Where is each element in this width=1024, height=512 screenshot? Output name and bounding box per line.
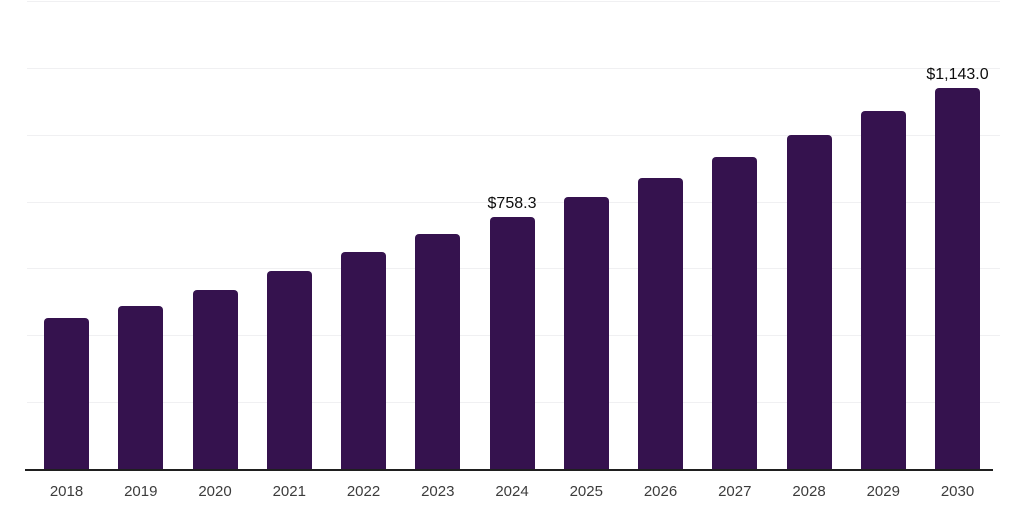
gridline xyxy=(27,1,1000,2)
bar-2020 xyxy=(192,289,238,470)
bar-2024 xyxy=(489,216,535,470)
x-tick-label: 2022 xyxy=(346,483,381,500)
x-tick-label: 2023 xyxy=(421,483,455,500)
x-axis-labels: 2018 2019 2020 2021 2022 2023 2024 2025 2026 2027… xyxy=(27,483,1000,503)
bar-2029 xyxy=(860,110,906,470)
bar-2030 xyxy=(935,87,980,470)
bar-2018 xyxy=(44,318,89,470)
bar-2022 xyxy=(341,251,386,470)
bar-2023 xyxy=(415,234,461,470)
x-tick-label: 2028 xyxy=(792,483,826,500)
x-tick-label: 2025 xyxy=(569,483,603,500)
x-tick-label: 2029 xyxy=(866,483,900,500)
x-tick-label: 2030 xyxy=(940,483,975,500)
gridline xyxy=(27,67,1000,69)
bar-2028 xyxy=(786,135,832,470)
x-tick-label: 2020 xyxy=(198,483,232,500)
bar-2021 xyxy=(266,270,312,470)
x-tick-label: 2018 xyxy=(49,483,84,500)
x-axis-line xyxy=(25,469,993,471)
bar-2019 xyxy=(118,305,164,470)
x-tick-label: 2024 xyxy=(495,483,529,500)
x-tick-label: 2019 xyxy=(124,483,158,500)
bar-2025 xyxy=(563,197,609,470)
bar-value-label: $1,143.0 xyxy=(926,65,989,83)
x-tick-label: 2026 xyxy=(643,483,678,500)
bar-2027 xyxy=(712,157,758,470)
bar-2026 xyxy=(638,177,683,470)
plot-area: $758.3 $1,143.0 xyxy=(27,1,1000,470)
x-tick-label: 2021 xyxy=(272,483,306,500)
bar-value-label: $758.3 xyxy=(487,194,537,212)
gridline xyxy=(27,201,1000,203)
x-tick-label: 2027 xyxy=(718,483,752,500)
gridline xyxy=(27,134,1000,136)
